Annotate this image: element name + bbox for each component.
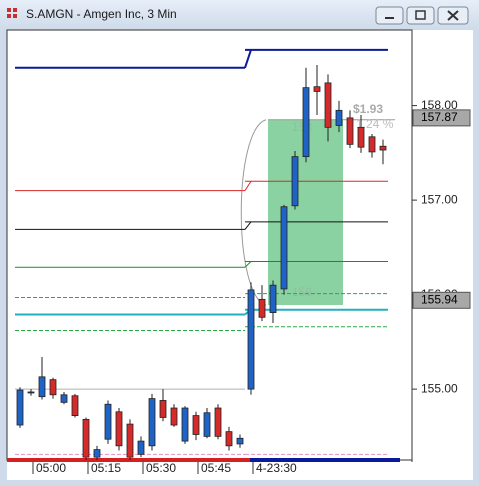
x-tick-label: 05:00 [36, 461, 66, 475]
trade-bottom-label: 156 [292, 285, 312, 299]
candle-body [137, 440, 145, 455]
window-title: S.AMGN - Amgen Inc, 3 Min [26, 7, 177, 21]
candle-body [269, 284, 277, 313]
price-marker-label: 155.94 [421, 292, 458, 306]
candle-body [16, 389, 24, 426]
trade-change-pct-label: 1.24 % [356, 117, 394, 131]
candle-body [82, 418, 90, 458]
candle-body [71, 395, 79, 416]
price-marker-label: 157.87 [421, 110, 458, 124]
candle-body [60, 394, 68, 403]
session-bar [7, 458, 250, 462]
candle-body [203, 412, 211, 437]
y-tick-label: 155.00 [421, 381, 458, 395]
candle-body [225, 431, 233, 447]
candle-body [357, 126, 365, 148]
session-bar [250, 458, 400, 462]
x-tick-label: 05:15 [91, 461, 121, 475]
candle-body [126, 423, 134, 458]
minimize-button[interactable] [375, 6, 404, 25]
app-icon [7, 8, 17, 18]
candle-body [159, 400, 167, 418]
candle-body [38, 376, 46, 398]
candle-body [49, 379, 57, 396]
candle-body [214, 407, 222, 437]
candle-body [115, 411, 123, 447]
y-tick-label: 158.00 [421, 98, 458, 112]
candle-body [313, 86, 321, 92]
candle-body [170, 407, 178, 426]
price-marker-box [412, 291, 471, 309]
candle-body [335, 109, 343, 126]
price-marker-box [412, 109, 471, 127]
overlay-step [244, 180, 252, 191]
plot-area [6, 29, 413, 461]
close-button[interactable] [437, 6, 469, 25]
overlay-step [244, 221, 252, 230]
candle-body [368, 136, 376, 153]
trade-arc [240, 119, 267, 306]
candle-body [324, 82, 332, 128]
candle-body [27, 391, 35, 394]
candle-body [379, 145, 387, 151]
overlay-step [244, 261, 252, 268]
candle-body [280, 206, 288, 290]
maximize-button[interactable] [406, 6, 435, 25]
candle-body [258, 298, 266, 318]
candle-body [346, 117, 354, 145]
candle-body [236, 437, 244, 445]
x-tick-label: 4-23:30 [256, 461, 297, 475]
candle-body [148, 398, 156, 447]
candle-body [192, 415, 200, 435]
candle-body [181, 407, 189, 442]
candle-body [93, 449, 101, 458]
candle-body [247, 289, 255, 390]
candle-body [104, 403, 112, 440]
y-tick-label: 157.00 [421, 192, 458, 206]
x-tick-label: 05:45 [201, 461, 231, 475]
trade-change-label: $1.93 [353, 102, 383, 116]
candle-body [291, 156, 299, 207]
overlay-step [244, 49, 252, 69]
x-tick-label: 05:30 [146, 461, 176, 475]
candle-body [302, 87, 310, 158]
